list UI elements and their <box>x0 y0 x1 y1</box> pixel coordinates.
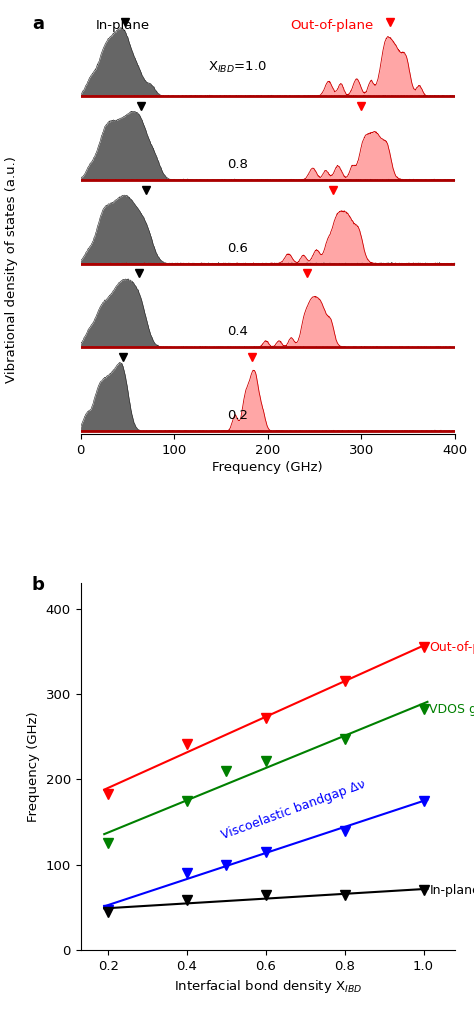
Text: In-plane: In-plane <box>429 884 474 897</box>
X-axis label: Interfacial bond density X$_{IBD}$: Interfacial bond density X$_{IBD}$ <box>173 978 362 996</box>
Text: 0.2: 0.2 <box>228 409 248 422</box>
Text: X$_{IBD}$=1.0: X$_{IBD}$=1.0 <box>209 60 267 75</box>
Text: a: a <box>32 15 44 34</box>
Text: VDOS gap: VDOS gap <box>429 703 474 716</box>
Text: Out-of-plane: Out-of-plane <box>429 641 474 653</box>
Text: Viscoelastic bandgap Δν: Viscoelastic bandgap Δν <box>219 777 367 841</box>
Text: 0.8: 0.8 <box>228 157 248 171</box>
Text: 0.6: 0.6 <box>228 242 248 255</box>
Text: In-plane: In-plane <box>96 19 150 33</box>
Text: b: b <box>32 576 45 593</box>
Text: 0.4: 0.4 <box>228 325 248 338</box>
Text: Out-of-plane: Out-of-plane <box>290 19 374 33</box>
Text: Vibrational density of states (a.u.): Vibrational density of states (a.u.) <box>5 155 18 383</box>
X-axis label: Frequency (GHz): Frequency (GHz) <box>212 461 323 473</box>
Y-axis label: Frequency (GHz): Frequency (GHz) <box>27 711 40 822</box>
